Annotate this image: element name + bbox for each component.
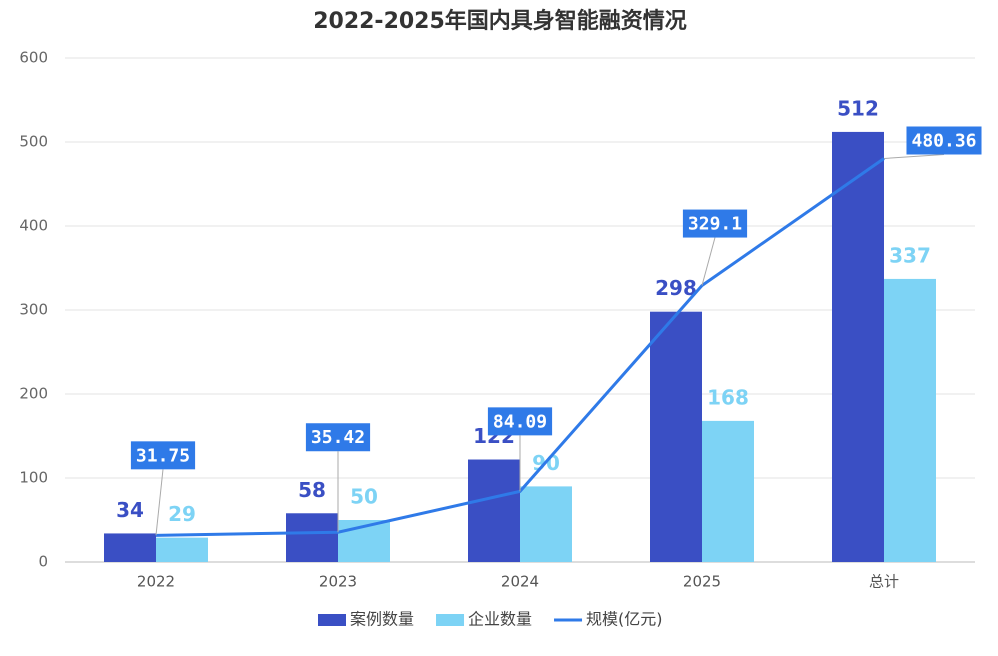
legend-label: 企业数量	[468, 610, 532, 629]
y-tick-label: 300	[19, 301, 48, 319]
bar	[468, 459, 520, 562]
legend-swatch	[318, 614, 346, 626]
data-label: 298	[655, 276, 697, 300]
bar	[702, 420, 754, 562]
x-tick-label: 2023	[319, 573, 357, 591]
data-label: 337	[889, 243, 931, 267]
data-label: 58	[298, 478, 326, 502]
label-box	[906, 126, 982, 155]
bar	[286, 513, 338, 562]
data-label: 329.1	[688, 214, 742, 235]
y-tick-label: 400	[19, 217, 48, 235]
y-tick-label: 600	[19, 49, 48, 67]
y-tick-label: 100	[19, 469, 48, 487]
data-label: 29	[168, 502, 196, 526]
bar	[832, 131, 884, 563]
chart-title: 2022-2025年国内具身智能融资情况	[313, 8, 687, 34]
x-tick-label: 2024	[501, 573, 539, 591]
label-box	[130, 441, 196, 470]
data-label: 35.42	[311, 427, 365, 448]
label-box	[487, 407, 553, 436]
x-tick-label: 2022	[137, 573, 175, 591]
data-label: 34	[116, 498, 144, 522]
legend-label: 规模(亿元)	[586, 610, 663, 629]
bar	[650, 311, 702, 562]
y-tick-label: 200	[19, 385, 48, 403]
data-label: 31.75	[136, 445, 190, 466]
bar	[884, 278, 936, 562]
x-tick-label: 总计	[869, 573, 899, 591]
y-tick-label: 500	[19, 133, 48, 151]
label-box	[305, 423, 371, 452]
data-label: 480.36	[911, 130, 976, 151]
data-label: 512	[837, 96, 879, 120]
x-tick-label: 2025	[683, 573, 721, 591]
leader-line	[883, 153, 945, 159]
legend-swatch	[436, 614, 465, 626]
bar	[156, 537, 208, 562]
legend-label: 案例数量	[350, 610, 414, 629]
data-label: 84.09	[493, 411, 547, 432]
data-label: 50	[350, 485, 378, 509]
leader-line	[701, 237, 716, 286]
label-box	[682, 209, 748, 238]
data-label: 168	[707, 385, 749, 409]
y-tick-label: 0	[38, 553, 48, 571]
bar	[104, 533, 156, 562]
leader-line	[155, 469, 164, 536]
bar	[520, 486, 572, 562]
